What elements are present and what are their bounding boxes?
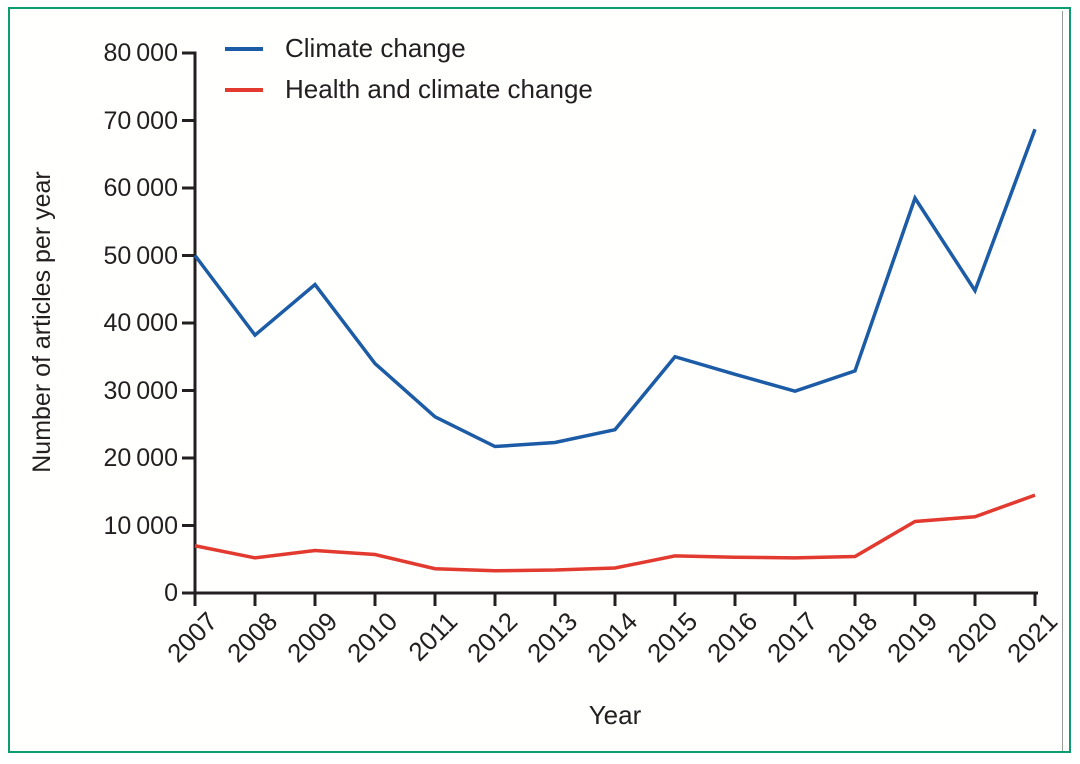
legend-label-health-and-climate-change: Health and climate change <box>285 74 593 104</box>
y-tick-label: 40 000 <box>103 309 178 337</box>
legend-line-swatch-blue <box>225 46 263 51</box>
y-tick-label: 60 000 <box>103 174 178 202</box>
y-tick-label: 20 000 <box>103 444 178 472</box>
x-axis-title: Year <box>588 700 642 730</box>
series-line-0 <box>193 128 1037 449</box>
legend-item-health-and-climate-change: Health and climate change <box>225 69 593 110</box>
y-tick-label: 10 000 <box>103 511 178 540</box>
figure-card <box>8 7 1071 753</box>
legend-label-climate-change: Climate change <box>285 33 466 63</box>
y-tick-label: 30 000 <box>103 376 178 405</box>
page-edge-rule <box>1062 11 1063 751</box>
series-line-1 <box>194 493 1036 573</box>
legend-item-climate-change: Climate change <box>225 28 593 69</box>
y-tick-label: 0 <box>164 579 178 607</box>
legend-line-swatch-red <box>225 87 263 92</box>
y-tick-label: 70 000 <box>103 106 178 135</box>
y-axis-title: Number of articles per year <box>28 171 56 473</box>
legend: Climate change Health and climate change <box>225 28 593 110</box>
y-tick-label: 80 000 <box>103 39 178 67</box>
y-tick-label: 50 000 <box>103 241 178 270</box>
